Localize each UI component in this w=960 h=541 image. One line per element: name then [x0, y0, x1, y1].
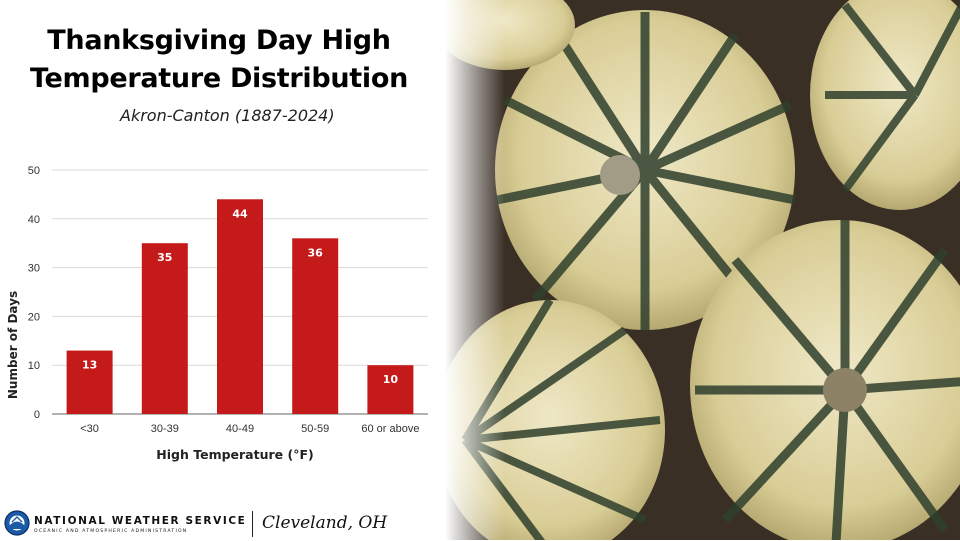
- y-tick-label: 20: [28, 311, 40, 323]
- bar: [141, 243, 188, 414]
- x-tick-label: 30-39: [151, 423, 179, 435]
- bar-value-label: 44: [232, 207, 248, 220]
- bar: [292, 238, 339, 414]
- bar-value-label: 35: [157, 251, 172, 264]
- bar-value-label: 13: [82, 359, 97, 372]
- title-line-2: Temperature Distribution: [29, 63, 409, 94]
- bar: [66, 350, 113, 414]
- y-tick-label: 40: [28, 214, 40, 226]
- y-tick-label: 10: [28, 360, 40, 372]
- y-axis-ticks: 0 10 20 30 40 50: [28, 165, 40, 421]
- chart-title: Thanksgiving Day High Temperature Distri…: [0, 22, 438, 98]
- y-axis-label: Number of Days: [6, 291, 20, 399]
- y-tick-label: 50: [28, 165, 40, 177]
- chart-subtitle: Akron-Canton (1887-2024): [120, 106, 335, 125]
- x-tick-label: 50-59: [301, 423, 329, 435]
- x-axis-ticks: <30 30-39 40-49 50-59 60 or above: [80, 423, 419, 435]
- x-tick-label: <30: [80, 423, 99, 435]
- bar-value-label: 10: [383, 373, 399, 386]
- pumpkins-photo: [445, 0, 960, 540]
- bar-chart: 0 10 20 30 40 50 13 35 44 36 10 <30 30-39 40-49 50-5…: [6, 165, 428, 462]
- x-tick-label: 40-49: [226, 423, 254, 435]
- y-tick-label: 30: [28, 263, 40, 275]
- agency-name: NATIONAL WEATHER SERVICE: [34, 515, 247, 527]
- office-name: Cleveland, OH: [262, 513, 388, 533]
- nws-logo-icon: [4, 510, 30, 536]
- x-tick-label: 60 or above: [361, 423, 419, 435]
- footer-divider: [252, 511, 253, 537]
- y-tick-label: 0: [34, 409, 40, 421]
- x-axis-label: High Temperature (°F): [156, 447, 313, 462]
- bar: [217, 199, 263, 414]
- bar: [367, 365, 414, 414]
- agency-subtitle: OCEANIC AND ATMOSPHERIC ADMINISTRATION: [34, 529, 188, 534]
- bars: 13 35 44 36 10: [66, 199, 414, 414]
- title-line-1: Thanksgiving Day High: [47, 25, 391, 56]
- bar-value-label: 36: [308, 246, 324, 259]
- footer: NATIONAL WEATHER SERVICE OCEANIC AND ATM…: [0, 505, 440, 541]
